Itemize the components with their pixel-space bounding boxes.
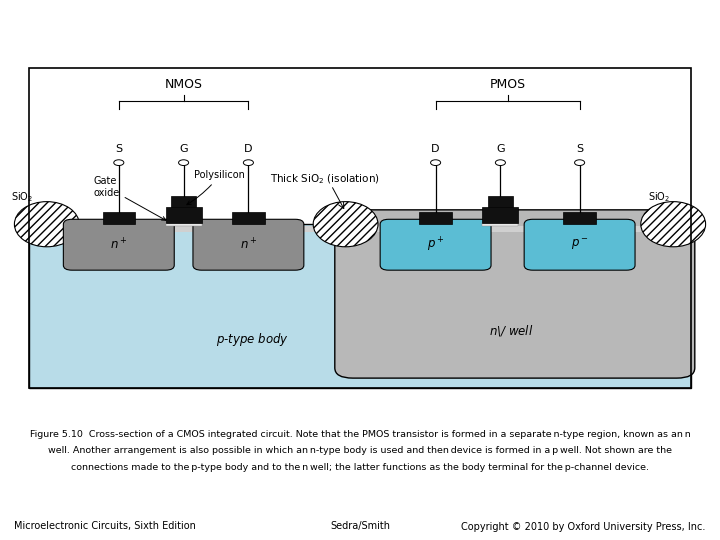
Text: S: S — [576, 144, 583, 153]
Circle shape — [575, 160, 585, 166]
Text: NMOS: NMOS — [165, 78, 202, 91]
Text: SiO$_2$: SiO$_2$ — [11, 191, 33, 205]
Text: $n$\/ well: $n$\/ well — [489, 323, 534, 339]
Text: D: D — [244, 144, 253, 153]
Text: $p^+$: $p^+$ — [427, 235, 444, 254]
Bar — [482, 223, 518, 226]
Bar — [166, 207, 202, 223]
Text: $p$-type body: $p$-type body — [215, 330, 289, 348]
Circle shape — [114, 160, 124, 166]
Bar — [488, 197, 513, 207]
Bar — [232, 212, 265, 224]
Circle shape — [243, 160, 253, 166]
Bar — [36, 226, 684, 232]
Bar — [29, 68, 691, 388]
Bar — [171, 197, 196, 207]
Bar — [103, 212, 135, 224]
Text: Polysilicon: Polysilicon — [187, 170, 246, 205]
Bar — [29, 224, 691, 388]
FancyBboxPatch shape — [335, 210, 695, 378]
Text: connections made to the p-type body and to the n well; the latter functions as t: connections made to the p-type body and … — [71, 463, 649, 471]
FancyBboxPatch shape — [524, 219, 635, 270]
Bar — [419, 212, 452, 224]
FancyBboxPatch shape — [63, 219, 174, 270]
Text: Copyright © 2010 by Oxford University Press, Inc.: Copyright © 2010 by Oxford University Pr… — [462, 522, 706, 531]
Circle shape — [495, 160, 505, 166]
Circle shape — [431, 160, 441, 166]
Text: PMOS: PMOS — [490, 78, 526, 91]
Text: Thick SiO$_2$ (isolation): Thick SiO$_2$ (isolation) — [270, 172, 379, 186]
Bar — [563, 212, 596, 224]
Text: $p^-$: $p^-$ — [571, 237, 588, 252]
Bar — [482, 207, 518, 223]
FancyBboxPatch shape — [193, 219, 304, 270]
Text: G: G — [179, 144, 188, 153]
Text: Sedra/Smith: Sedra/Smith — [330, 522, 390, 531]
Text: S: S — [115, 144, 122, 153]
Text: $n^+$: $n^+$ — [110, 237, 127, 252]
Ellipse shape — [641, 201, 706, 247]
Text: well. Another arrangement is also possible in which an n-type body is used and t: well. Another arrangement is also possib… — [48, 447, 672, 455]
Text: G: G — [496, 144, 505, 153]
Text: Gate
oxide: Gate oxide — [94, 177, 166, 220]
Ellipse shape — [313, 201, 378, 247]
Ellipse shape — [14, 201, 79, 247]
Text: Figure 5.10  Cross-section of a CMOS integrated circuit. Note that the PMOS tran: Figure 5.10 Cross-section of a CMOS inte… — [30, 430, 690, 439]
Bar — [166, 223, 202, 226]
Text: SiO$_2$: SiO$_2$ — [648, 191, 670, 205]
Circle shape — [179, 160, 189, 166]
FancyBboxPatch shape — [380, 219, 491, 270]
Text: Microelectronic Circuits, Sixth Edition: Microelectronic Circuits, Sixth Edition — [14, 522, 197, 531]
Text: $n^+$: $n^+$ — [240, 237, 257, 252]
Text: D: D — [431, 144, 440, 153]
